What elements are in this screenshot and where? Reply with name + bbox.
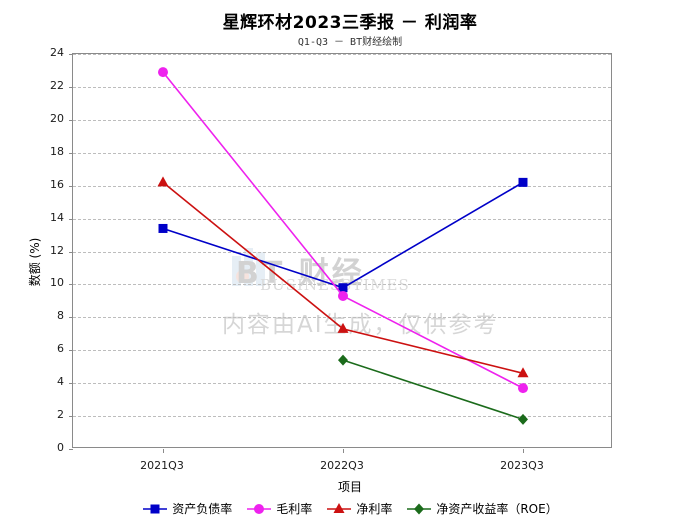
- legend-triangle-icon: [327, 502, 352, 513]
- y-tick-mark: [69, 449, 73, 450]
- series-line: [162, 71, 524, 389]
- y-tick-mark: [69, 251, 73, 253]
- data-point-marker: [150, 504, 160, 513]
- data-point-marker: [518, 413, 528, 425]
- y-tick-mark: [69, 54, 73, 55]
- legend-diamond-icon: [407, 503, 432, 514]
- y-tick-label: 22: [50, 78, 64, 92]
- y-tick-label: 16: [50, 177, 64, 191]
- x-axis-label: 项目: [337, 480, 362, 494]
- y-tick-mark: [69, 416, 73, 418]
- gridline: [73, 218, 611, 220]
- y-tick-label: 20: [50, 111, 64, 125]
- y-tick-label: 10: [50, 276, 64, 290]
- y-tick-mark: [69, 218, 73, 220]
- data-point-marker: [414, 503, 425, 514]
- data-point-marker: [518, 383, 528, 394]
- y-tick-label: 8: [57, 309, 64, 323]
- y-tick-label: 2: [57, 408, 64, 422]
- data-point-marker: [157, 176, 169, 187]
- data-point-marker: [517, 367, 529, 378]
- y-tick-mark: [69, 350, 73, 352]
- chart-legend: 资产负债率 毛利率 净利率 净资产收益率（ROE）: [0, 500, 700, 517]
- gridline: [73, 152, 611, 154]
- y-tick-mark: [69, 317, 73, 319]
- x-tick-mark: [523, 449, 524, 453]
- gridline: [73, 383, 611, 385]
- y-tick-mark: [69, 152, 73, 154]
- x-tick-mark: [163, 449, 164, 453]
- chart-subtitle: Q1-Q3 － BT财经绘制: [297, 37, 403, 48]
- chart-title: 星辉环材2023三季报 － 利润率: [222, 13, 478, 33]
- gridline: [73, 317, 611, 319]
- y-tick-mark: [69, 185, 73, 187]
- y-tick-label: 24: [50, 46, 64, 59]
- data-point-marker: [518, 177, 528, 187]
- y-tick-mark: [69, 119, 73, 121]
- x-tick-label: 2022Q3: [320, 459, 364, 472]
- series-layer: [157, 67, 529, 425]
- plot-area: [69, 53, 612, 453]
- y-tick-mark: [69, 383, 73, 385]
- x-tick-label: 2023Q3: [500, 459, 544, 472]
- data-point-marker: [338, 290, 348, 301]
- series-line: [162, 181, 524, 375]
- y-tick-label: 0: [57, 441, 64, 454]
- data-point-marker: [338, 354, 348, 366]
- gridline: [73, 185, 611, 187]
- legend-item[interactable]: 净利率: [326, 500, 392, 517]
- data-point-marker: [337, 322, 349, 333]
- gridline: [73, 416, 611, 418]
- y-tick-label: 4: [57, 375, 64, 389]
- y-tick-label: 6: [57, 342, 64, 356]
- data-point-marker: [333, 502, 345, 513]
- gridline: [73, 350, 611, 352]
- data-point-marker: [254, 503, 265, 514]
- y-tick-mark: [69, 86, 73, 88]
- gridline: [73, 251, 611, 253]
- y-tick-label: 18: [50, 144, 64, 158]
- data-point-marker: [158, 223, 168, 233]
- x-tick-label: 2021Q3: [140, 459, 184, 472]
- legend-item[interactable]: 净资产收益率（ROE）: [406, 500, 558, 517]
- gridline: [73, 54, 611, 55]
- gridline: [73, 86, 611, 88]
- legend-label: 净资产收益率（ROE）: [436, 502, 558, 516]
- legend-item[interactable]: 毛利率: [246, 500, 312, 517]
- legend-square-icon: [143, 504, 168, 513]
- legend-circle-icon: [247, 503, 272, 514]
- y-tick-label: 12: [50, 243, 64, 257]
- legend-label: 资产负债率: [172, 502, 233, 516]
- legend-item[interactable]: 资产负债率: [142, 500, 232, 517]
- y-tick-mark: [69, 284, 73, 286]
- legend-label: 毛利率: [276, 502, 313, 516]
- x-tick-mark: [343, 449, 344, 453]
- series-line: [162, 181, 524, 289]
- y-tick-label: 14: [50, 210, 64, 224]
- gridline: [73, 119, 611, 121]
- legend-label: 净利率: [356, 502, 393, 516]
- series-line: [342, 359, 524, 421]
- data-point-marker: [338, 283, 348, 293]
- data-point-marker: [158, 67, 168, 78]
